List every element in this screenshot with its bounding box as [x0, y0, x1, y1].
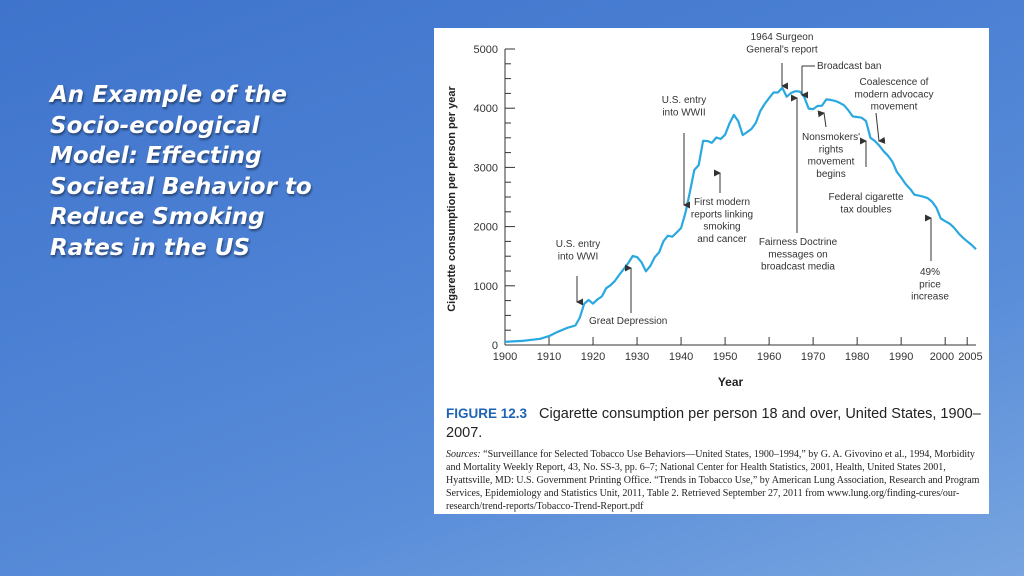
annotation-label: movement [808, 157, 855, 168]
consumption-chart: 0 1000 2000 3000 4000 5000 1900 1910 1920 1930 194… [446, 32, 983, 389]
annotation-label: U.S. entry [662, 95, 706, 106]
consumption-line [504, 86, 977, 343]
x-tick-label: 1920 [581, 351, 605, 363]
annotation-label: broadcast media [761, 262, 835, 273]
y-tick-label: 1000 [474, 281, 498, 293]
figure-label: FIGURE 12.3 [446, 406, 528, 421]
title-line: Socio-ecological [50, 112, 260, 139]
y-tick-label: 0 [492, 340, 498, 352]
annotation-label: reports linking [691, 209, 753, 220]
annotation-label: increase [911, 292, 949, 303]
x-tick-label: 1980 [845, 351, 869, 363]
figure-title: Cigarette consumption per person 18 and … [446, 406, 981, 441]
annotation-label: Great Depression [589, 316, 667, 327]
title-line: Societal Behavior to [50, 173, 312, 200]
title-line: An Example of the [50, 82, 287, 108]
annotation-label: Fairness Doctrine [759, 237, 838, 248]
annotation-label: Coalescence of [860, 77, 929, 88]
annotation-label: smoking [703, 222, 740, 233]
annotation-label: tax doubles [840, 204, 891, 215]
annotation-label: U.S. entry [556, 239, 600, 250]
annotation-label: and cancer [697, 234, 747, 245]
x-tick-label: 2005 [958, 351, 982, 363]
y-tick-label: 2000 [474, 222, 498, 234]
x-tick-label: 1950 [713, 351, 737, 363]
annotation-label: messages on [768, 249, 827, 260]
x-tick-label: 1960 [757, 351, 781, 363]
y-tick-label: 3000 [474, 162, 498, 174]
annotation-label: begins [816, 169, 845, 180]
annotation-label: 1964 Surgeon [751, 32, 814, 43]
y-tick-label: 5000 [474, 44, 498, 56]
annotation-label: 49% [920, 267, 940, 278]
annotation-arrow [875, 112, 886, 144]
sources-label: Sources: [446, 449, 481, 460]
annotation-label: General's report [746, 44, 818, 55]
annotation-label: Federal cigarette [828, 192, 903, 203]
y-tick-label: 4000 [474, 103, 498, 115]
figure-caption: FIGURE 12.3 Cigarette consumption per per… [446, 404, 986, 513]
annotation-label: movement [871, 102, 918, 113]
annotation-label: price [919, 279, 941, 290]
annotation-label: Nonsmokers' [802, 132, 860, 143]
x-tick-label: 1930 [625, 351, 649, 363]
annotation-label: First modern [694, 197, 750, 208]
annotation-label: into WWI [558, 251, 599, 262]
x-tick-label: 2000 [930, 351, 954, 363]
title-line: Rates in the US [50, 234, 251, 261]
annotation-label: into WWII [662, 107, 705, 118]
title-line: Model: Effecting [50, 143, 262, 169]
x-tick-label: 1940 [669, 351, 693, 363]
sources-text: “Surveillance for Selected Tobacco Use B… [446, 449, 980, 512]
y-axis-title: Cigarette consumption per person per yea… [446, 86, 458, 312]
annotation-label: Broadcast ban [817, 61, 882, 72]
x-tick-label: 1900 [493, 351, 517, 363]
x-tick-label: 1910 [537, 351, 561, 363]
annotation-label: rights [819, 144, 843, 155]
figure-title-row: FIGURE 12.3 Cigarette consumption per per… [446, 404, 986, 443]
annotation-arrow [817, 110, 827, 128]
figure-sources: Sources: “Surveillance for Selected Toba… [446, 448, 986, 513]
slide-title: An Example of the Socio-ecological Model… [50, 80, 410, 263]
figure-panel: 0 1000 2000 3000 4000 5000 1900 1910 1920 1930 194… [434, 28, 989, 514]
title-line: Reduce Smoking [50, 204, 265, 230]
annotation-label: modern advocacy [855, 89, 934, 100]
x-axis-title: Year [718, 375, 744, 389]
x-tick-label: 1970 [801, 351, 825, 363]
x-tick-label: 1990 [889, 351, 913, 363]
